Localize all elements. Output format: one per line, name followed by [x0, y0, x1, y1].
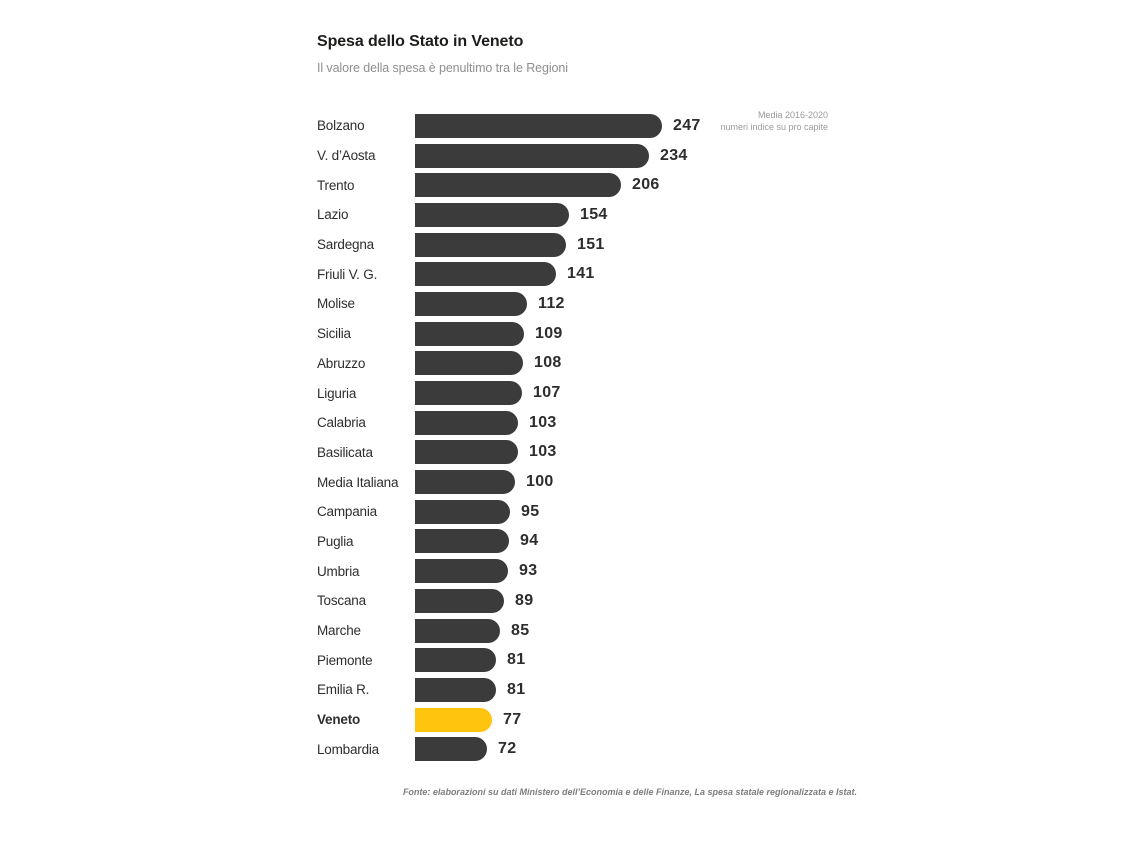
bar [415, 351, 523, 376]
bar [415, 588, 504, 613]
category-label: V. d’Aosta [317, 148, 376, 164]
category-label: Lazio [317, 207, 349, 223]
value-label: 93 [519, 562, 538, 580]
bar [415, 113, 662, 138]
bar-row: Calabria 103 [317, 408, 701, 438]
bar [415, 470, 515, 495]
bar [415, 677, 496, 702]
value-label: 100 [526, 473, 554, 491]
category-label: Trento [317, 177, 355, 193]
bar [415, 559, 508, 584]
value-label: 109 [535, 324, 563, 342]
bar [415, 262, 556, 287]
category-label: Umbria [317, 563, 360, 579]
value-label: 154 [580, 205, 608, 223]
annotation-unit: numeri indice su pro capite [720, 122, 828, 132]
value-label: 234 [660, 146, 688, 164]
category-label: Molise [317, 296, 355, 312]
value-label: 107 [533, 384, 561, 402]
value-label: 103 [529, 413, 557, 431]
category-label: Liguria [317, 385, 357, 401]
bar-row: Toscana 89 [317, 586, 701, 616]
category-label: Emilia R. [317, 682, 370, 698]
bar [415, 440, 518, 465]
bar-row: Molise 112 [317, 289, 701, 319]
bar-row: Bolzano 247 [317, 111, 701, 141]
bar [415, 648, 496, 673]
category-label: Friuli V. G. [317, 266, 378, 282]
bar [415, 143, 649, 168]
bar [415, 499, 510, 524]
category-label: Bolzano [317, 118, 365, 134]
category-label: Piemonte [317, 652, 373, 668]
value-label: 72 [498, 740, 517, 758]
value-label: 77 [503, 710, 522, 728]
value-label: 112 [538, 294, 565, 312]
bar [415, 707, 492, 732]
bar-row: Trento 206 [317, 170, 701, 200]
value-label: 81 [507, 651, 526, 669]
value-label: 81 [507, 680, 526, 698]
value-label: 85 [511, 621, 530, 639]
category-label: Sicilia [317, 326, 351, 342]
category-label: Veneto [317, 712, 361, 728]
value-label: 95 [521, 502, 540, 520]
chart-unit-annotation: Media 2016-2020 numeri indice su pro cap… [720, 109, 828, 133]
source-note: Fonte: elaborazioni su dati Ministero de… [402, 787, 858, 797]
bar [415, 410, 518, 435]
category-label: Basilicata [317, 444, 373, 460]
value-label: 94 [520, 532, 539, 550]
bar-row: Emilia R. 81 [317, 675, 701, 705]
bar-row: Sardegna 151 [317, 230, 701, 260]
bar [415, 291, 527, 316]
bar-row: Marche 85 [317, 616, 701, 646]
bar [415, 202, 569, 227]
bar-row: Media Italiana 100 [317, 467, 701, 497]
bar-row: Sicilia 109 [317, 319, 701, 349]
bar [415, 321, 524, 346]
value-label: 151 [577, 235, 605, 253]
bar-row: Friuli V. G. 141 [317, 259, 701, 289]
category-label: Toscana [317, 593, 366, 609]
page-subtitle: Il valore della spesa è penultimo tra le… [317, 61, 568, 75]
bar-row: Piemonte 81 [317, 645, 701, 675]
category-label: Sardegna [317, 237, 374, 253]
bar-row: Lombardia 72 [317, 734, 701, 764]
bar-row: Puglia 94 [317, 527, 701, 557]
bar [415, 618, 500, 643]
value-label: 103 [529, 443, 557, 461]
category-label: Marche [317, 623, 361, 639]
bar-row: Abruzzo 108 [317, 349, 701, 379]
bar-row: Veneto 77 [317, 705, 701, 735]
bar-row: V. d’Aosta 234 [317, 141, 701, 171]
bar-chart: Bolzano 247 V. d’Aosta 234 Trento 206 La… [317, 111, 701, 764]
category-label: Calabria [317, 415, 366, 431]
category-label: Puglia [317, 533, 354, 549]
bar [415, 381, 522, 406]
category-label: Lombardia [317, 741, 379, 757]
category-label: Media Italiana [317, 474, 399, 490]
category-label: Campania [317, 504, 377, 520]
bar [415, 173, 621, 198]
value-label: 247 [673, 116, 701, 134]
bar-row: Liguria 107 [317, 378, 701, 408]
bar [415, 529, 509, 554]
bar-row: Campania 95 [317, 497, 701, 527]
bar-row: Lazio 154 [317, 200, 701, 230]
page-title: Spesa dello Stato in Veneto [317, 33, 524, 50]
value-label: 89 [515, 591, 534, 609]
value-label: 108 [534, 354, 562, 372]
bar [415, 737, 487, 762]
value-label: 206 [632, 176, 660, 194]
annotation-period: Media 2016-2020 [757, 110, 828, 120]
bar-row: Basilicata 103 [317, 438, 701, 468]
bar-row: Umbria 93 [317, 556, 701, 586]
category-label: Abruzzo [317, 355, 366, 371]
bar [415, 232, 566, 257]
value-label: 141 [567, 265, 595, 283]
